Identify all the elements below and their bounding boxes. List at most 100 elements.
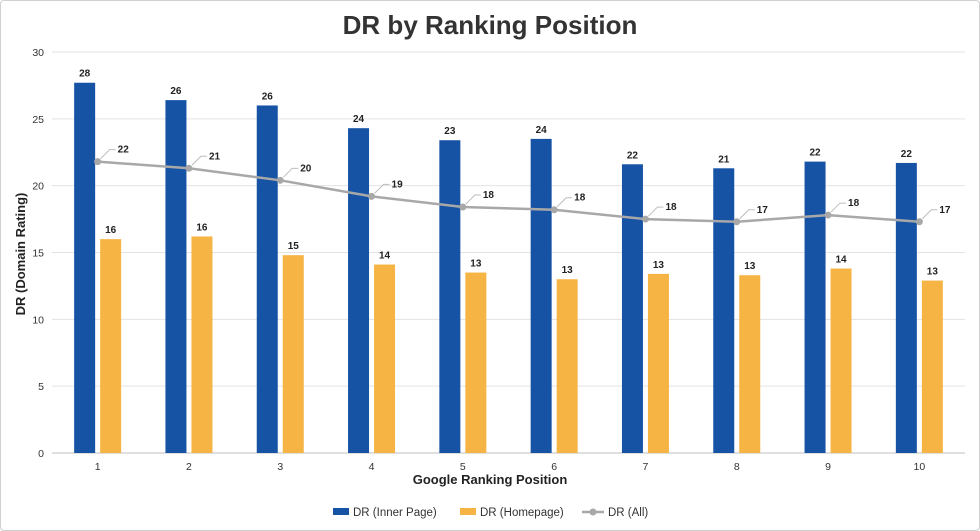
legend-marker bbox=[589, 508, 597, 516]
bar bbox=[100, 239, 122, 453]
line-point bbox=[276, 176, 284, 184]
x-tick-label: 2 bbox=[186, 461, 192, 473]
bar-data-label: 26 bbox=[170, 86, 182, 97]
bar bbox=[895, 162, 917, 453]
x-axis-label: Google Ranking Position bbox=[413, 472, 568, 487]
bar-data-label: 28 bbox=[79, 69, 91, 80]
bar-data-label: 15 bbox=[288, 241, 300, 252]
bar bbox=[282, 255, 304, 453]
x-tick-label: 8 bbox=[734, 461, 740, 473]
line-series bbox=[94, 149, 938, 226]
bar bbox=[556, 279, 578, 453]
bar bbox=[191, 236, 213, 453]
bar bbox=[921, 280, 943, 453]
bar bbox=[713, 168, 735, 454]
bar-data-label: 13 bbox=[562, 265, 574, 276]
bar-data-label: 22 bbox=[627, 150, 639, 161]
line-data-label: 19 bbox=[392, 179, 404, 190]
bar bbox=[830, 268, 852, 453]
y-tick-label: 25 bbox=[32, 114, 44, 126]
y-tick-label: 20 bbox=[32, 181, 44, 193]
bar-data-label: 16 bbox=[196, 222, 208, 233]
line-point bbox=[915, 218, 923, 226]
leader-line bbox=[739, 209, 755, 220]
bar bbox=[439, 140, 461, 453]
bar-data-label: 14 bbox=[835, 255, 847, 266]
bar bbox=[374, 264, 396, 453]
leader-line bbox=[374, 183, 390, 194]
bar-data-label: 24 bbox=[353, 114, 365, 125]
line-path bbox=[97, 160, 920, 224]
line-point bbox=[94, 158, 102, 166]
leader-line bbox=[100, 149, 116, 159]
legend-swatch bbox=[333, 508, 349, 515]
legend-label: DR (All) bbox=[608, 507, 648, 519]
leader-line bbox=[191, 155, 207, 166]
bar bbox=[465, 272, 487, 453]
y-tick-label: 0 bbox=[38, 448, 44, 460]
data-labels: 28 26 26 24 23 24 22 21 22 22 16 16 15 14 13 13 13 13 14 13… bbox=[79, 69, 951, 278]
line-point bbox=[459, 203, 467, 211]
line-data-label: 18 bbox=[483, 190, 495, 201]
bar-data-label: 26 bbox=[262, 91, 274, 102]
bar bbox=[804, 161, 826, 453]
x-axis-ticks: 1 2 3 4 5 6 7 8 9 10 bbox=[95, 461, 926, 473]
bar bbox=[256, 105, 278, 453]
x-tick-label: 7 bbox=[643, 461, 649, 473]
bar bbox=[74, 82, 96, 453]
bar bbox=[530, 138, 552, 453]
bar-data-label: 22 bbox=[809, 148, 821, 159]
x-tick-label: 4 bbox=[369, 461, 375, 473]
bar-data-label: 16 bbox=[105, 225, 117, 236]
line-point bbox=[550, 206, 558, 214]
bar bbox=[647, 273, 669, 453]
bar bbox=[739, 275, 761, 453]
line-data-label: 21 bbox=[209, 151, 221, 162]
leader-line bbox=[556, 197, 573, 208]
line-data-label: 18 bbox=[848, 198, 860, 209]
bar-data-label: 13 bbox=[744, 261, 756, 272]
line-data-label: 17 bbox=[757, 205, 769, 216]
bar-data-label: 14 bbox=[379, 251, 391, 262]
bar bbox=[621, 164, 643, 453]
leader-line bbox=[830, 202, 847, 213]
x-tick-label: 3 bbox=[277, 461, 283, 473]
bar bbox=[165, 100, 187, 454]
legend-label: DR (Inner Page) bbox=[353, 507, 437, 519]
y-tick-label: 30 bbox=[32, 47, 44, 59]
gridlines bbox=[52, 51, 965, 454]
x-tick-label: 6 bbox=[551, 461, 557, 473]
y-tick-label: 5 bbox=[38, 381, 44, 393]
bar-data-label: 24 bbox=[536, 125, 548, 136]
line-point bbox=[368, 192, 376, 200]
line-point bbox=[733, 218, 741, 226]
line-data-label: 20 bbox=[300, 163, 312, 174]
line-data-label: 22 bbox=[118, 145, 130, 156]
legend: DR (Inner Page) DR (Homepage) DR (All) bbox=[333, 507, 648, 519]
line-data-label: 18 bbox=[665, 202, 677, 213]
bar-data-label: 22 bbox=[901, 149, 913, 160]
x-tick-label: 5 bbox=[460, 461, 466, 473]
x-tick-label: 9 bbox=[825, 461, 831, 473]
line-data-label: 17 bbox=[939, 205, 951, 216]
bar-data-label: 13 bbox=[927, 267, 939, 278]
y-axis-ticks: 0 5 10 15 20 25 30 bbox=[32, 47, 44, 460]
bars bbox=[74, 82, 943, 454]
y-tick-label: 10 bbox=[32, 314, 44, 326]
leader-line bbox=[282, 167, 299, 178]
bar bbox=[348, 128, 370, 453]
bar-data-label: 13 bbox=[470, 259, 482, 270]
leader-line bbox=[921, 209, 938, 220]
bar-data-label: 23 bbox=[444, 126, 456, 137]
y-axis-label: DR (Domain Rating) bbox=[13, 193, 28, 316]
line-point bbox=[641, 215, 649, 223]
line-point bbox=[185, 164, 193, 172]
x-tick-label: 1 bbox=[95, 461, 101, 473]
line-point bbox=[824, 211, 832, 219]
leader-line bbox=[465, 194, 481, 205]
bar-data-label: 13 bbox=[653, 260, 665, 271]
x-tick-label: 10 bbox=[914, 461, 926, 473]
chart-title: DR by Ranking Position bbox=[343, 10, 638, 40]
legend-swatch bbox=[460, 508, 476, 515]
